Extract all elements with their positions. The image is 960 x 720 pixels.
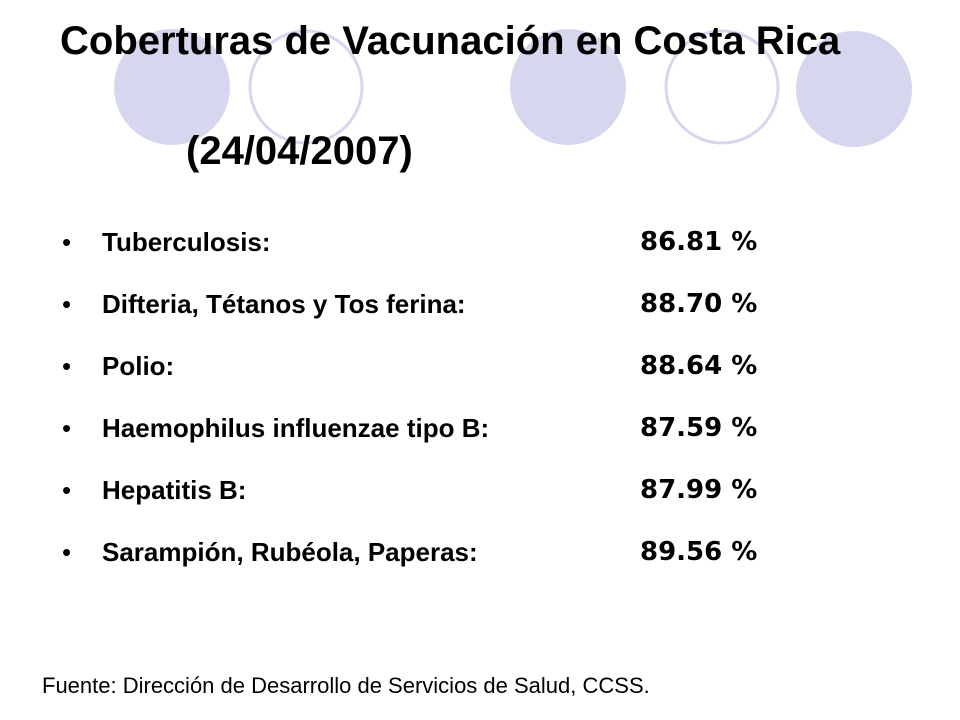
list-item-sarampion: • Sarampión, Rubéola, Paperas: 89.56 % — [0, 524, 960, 586]
list-item-tuberculosis: • Tuberculosis: 86.81 % — [0, 214, 960, 276]
item-value: 88.64 % — [640, 351, 758, 381]
coverage-list: • Tuberculosis: 86.81 % • Difteria, Téta… — [0, 214, 960, 586]
circle-outline-2 — [664, 29, 780, 145]
bullet-icon: • — [62, 413, 72, 443]
item-value: 89.56 % — [640, 537, 758, 567]
bullet-icon: • — [62, 537, 72, 567]
item-label: Polio: — [102, 351, 175, 381]
circle-filled-1 — [114, 29, 230, 145]
item-label: Haemophilus influenzae tipo B: — [102, 413, 490, 443]
item-value: 87.59 % — [640, 413, 758, 443]
list-item-difteria: • Difteria, Tétanos y Tos ferina: 88.70 … — [0, 276, 960, 338]
item-value: 88.70 % — [640, 289, 758, 319]
list-item-polio: • Polio: 88.64 % — [0, 338, 960, 400]
bullet-icon: • — [62, 351, 72, 381]
circle-filled-3 — [796, 31, 912, 147]
item-value: 86.81 % — [640, 227, 758, 257]
list-item-hepatitis-b: • Hepatitis B: 87.99 % — [0, 462, 960, 524]
bullet-icon: • — [62, 475, 72, 505]
bullet-icon: • — [62, 227, 72, 257]
slide-title-date: (24/04/2007) — [186, 129, 413, 173]
source-footnote: Fuente: Dirección de Desarrollo de Servi… — [42, 673, 650, 698]
circle-outline-1 — [248, 29, 364, 145]
item-label: Sarampión, Rubéola, Paperas: — [102, 537, 478, 567]
item-label: Difteria, Tétanos y Tos ferina: — [102, 289, 466, 319]
circle-filled-2 — [510, 29, 626, 145]
slide-title: Coberturas de Vacunación en Costa Rica — [60, 19, 841, 63]
item-label: Hepatitis B: — [102, 475, 247, 505]
item-label: Tuberculosis: — [102, 227, 271, 257]
item-value: 87.99 % — [640, 475, 758, 505]
bullet-icon: • — [62, 289, 72, 319]
list-item-haemophilus: • Haemophilus influenzae tipo B: 87.59 % — [0, 400, 960, 462]
